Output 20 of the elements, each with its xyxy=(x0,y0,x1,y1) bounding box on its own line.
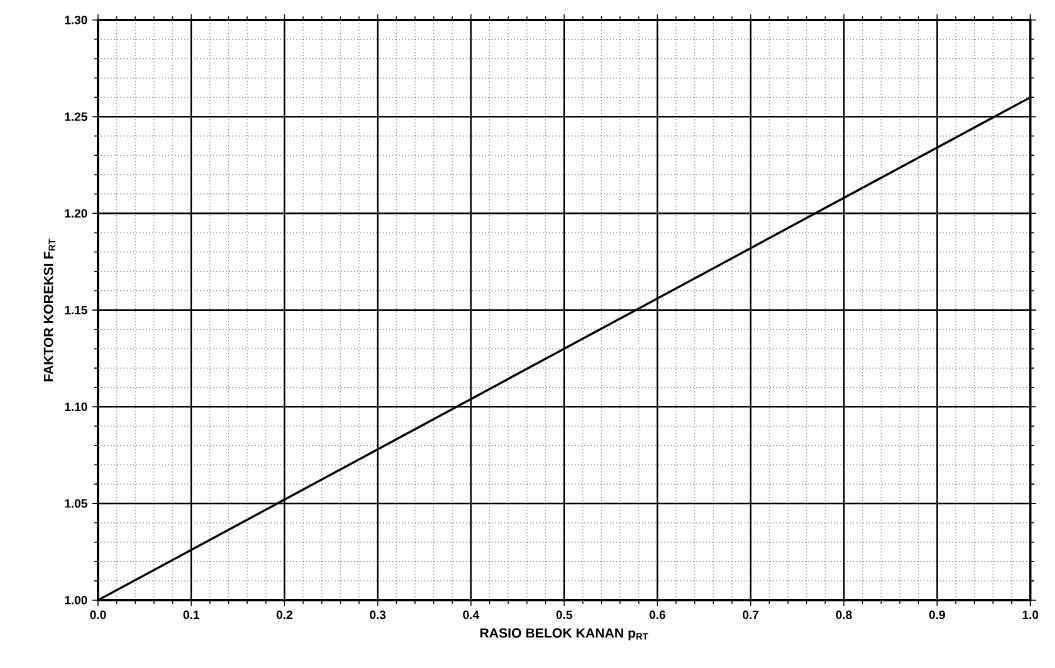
x-tick-label: 0.1 xyxy=(183,610,200,619)
x-tick-label: 0.9 xyxy=(929,610,946,619)
y-tick-label: 1.20 xyxy=(65,209,88,218)
y-tick-label: 1.15 xyxy=(65,305,88,315)
y-tick-label: 1.10 xyxy=(65,402,88,411)
x-axis-title: RASIO BELOK KANAN p$_{RT}$ xyxy=(480,628,649,641)
x-tick-label: 0.5 xyxy=(556,610,573,619)
x-tick-label: 0.3 xyxy=(369,610,386,619)
x-tick-label: 0.7 xyxy=(742,610,759,619)
x-tick-label: 0.4 xyxy=(463,610,480,619)
x-tick-label: 0.0 xyxy=(90,610,106,619)
y-tick-label: 1.00 xyxy=(65,595,88,605)
x-tick-label: 0.8 xyxy=(836,610,852,619)
x-tick-label: 1.0 xyxy=(1022,610,1039,619)
x-tick-label: 0.6 xyxy=(649,610,666,619)
y-tick-label: 1.05 xyxy=(65,499,88,508)
y-axis-title: FAKTOR KOREKSI F$_{RT}$ xyxy=(43,238,56,382)
x-tick-label: 0.2 xyxy=(276,610,293,619)
y-tick-label: 1.30 xyxy=(65,15,88,25)
y-tick-label: 1.25 xyxy=(65,112,88,121)
